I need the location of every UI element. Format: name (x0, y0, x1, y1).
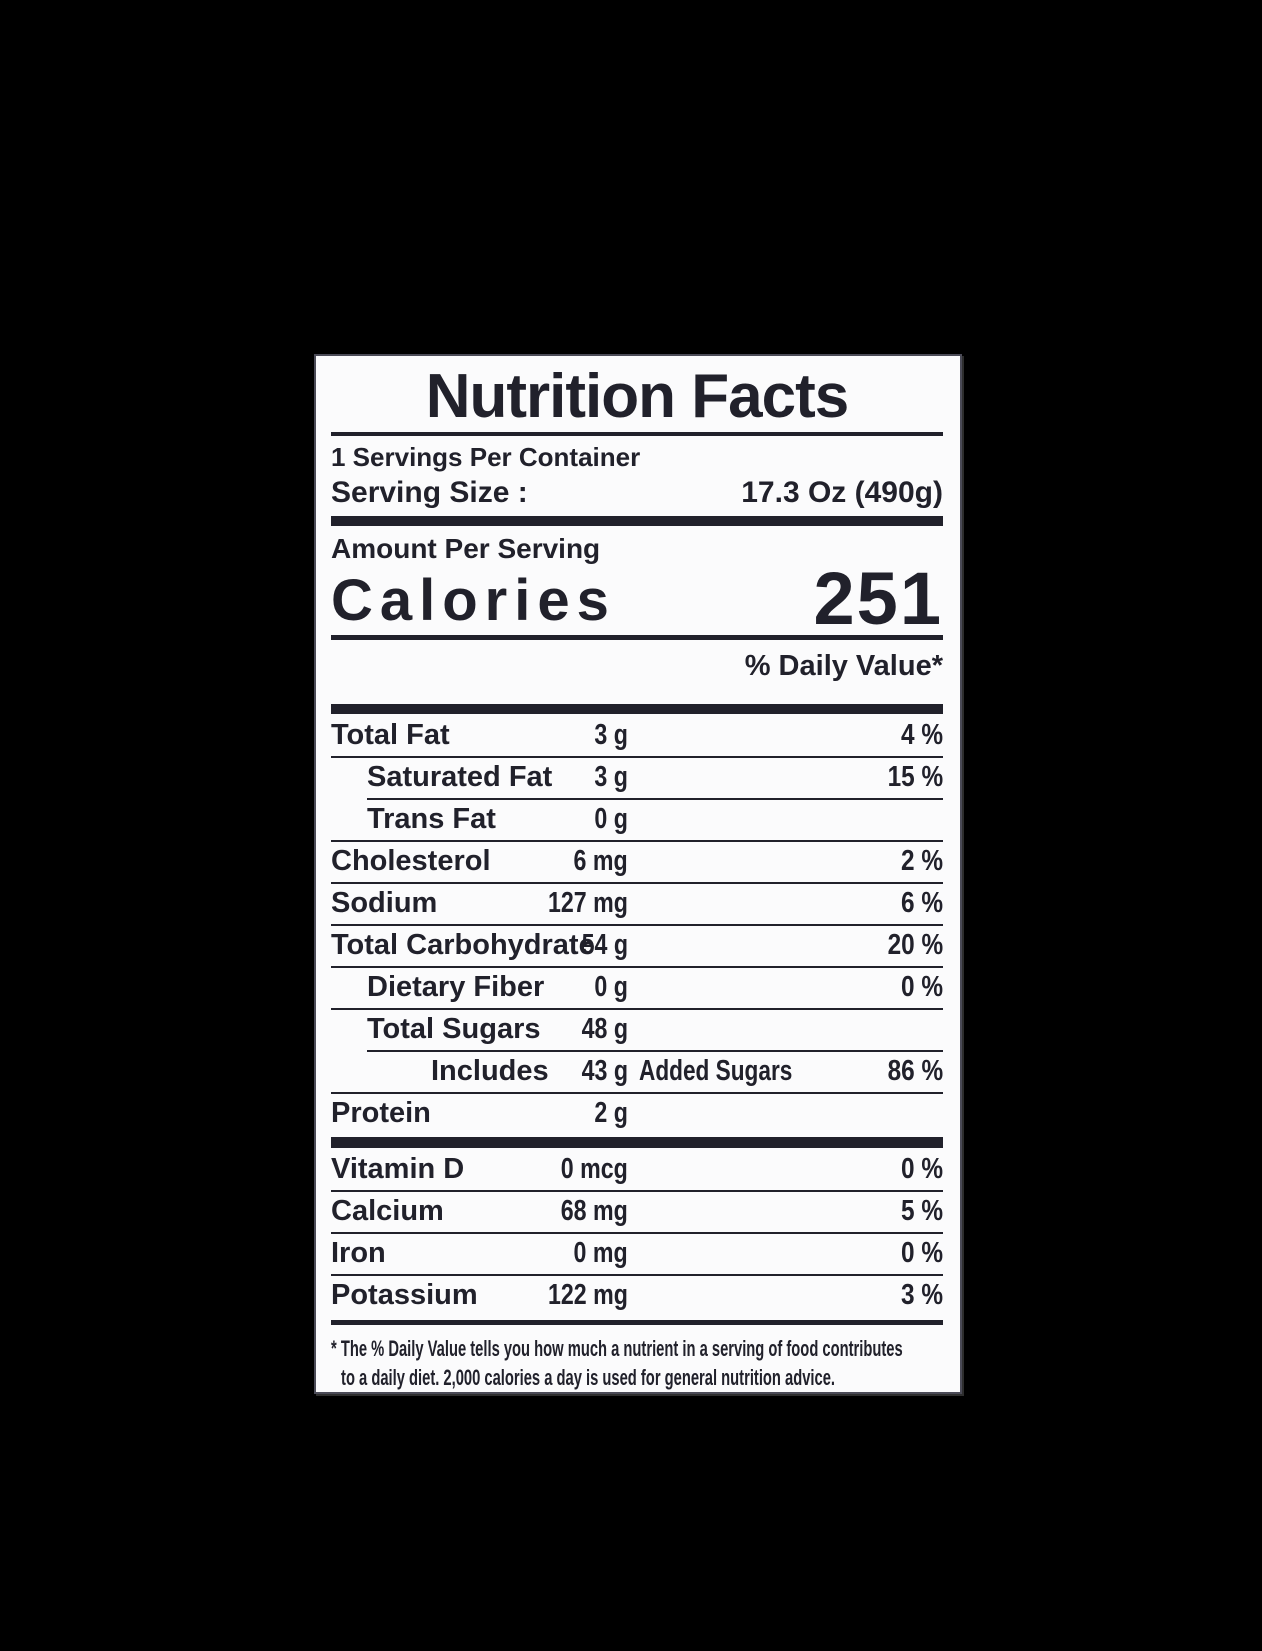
vitamin-row-calcium: Calcium 68 mg 5 % (331, 1190, 943, 1232)
divider-thick-vitamins (331, 1137, 943, 1148)
nutrient-daily-value: 3 % (901, 1279, 943, 1311)
nutrient-amount: 0 g (594, 803, 628, 835)
nutrient-daily-value: 4 % (901, 719, 943, 751)
nutrient-row-total-sugars: Total Sugars 48 g (331, 1008, 943, 1050)
nutrient-amount: 6 mg (573, 845, 628, 877)
serving-size-label: Serving Size : (331, 476, 528, 509)
nutrient-amount: 3 g (594, 719, 628, 751)
nutrient-name: Saturated Fat (367, 761, 553, 793)
vitamin-row-vitamin-d: Vitamin D 0 mcg 0 % (331, 1148, 943, 1190)
nutrient-row-total-fat: Total Fat 3 g 4 % (331, 714, 943, 756)
nutrient-amount: 0 g (594, 971, 628, 1003)
calories-row: Calories 251 (331, 557, 943, 640)
nutrient-name: Dietary Fiber (367, 971, 545, 1003)
nutrient-name: Sodium (331, 887, 438, 919)
nutrient-row-trans-fat: Trans Fat 0 g (331, 798, 943, 840)
nutrient-name: Total Sugars (367, 1013, 541, 1045)
nutrient-row-total-carbohydrate: Total Carbohydrate 54 g 20 % (331, 924, 943, 966)
nutrient-name: Total Fat (331, 719, 450, 751)
serving-size-value: 17.3 Oz (490g) (741, 476, 943, 509)
nutrient-daily-value: 5 % (901, 1195, 943, 1227)
amount-per-serving-label: Amount Per Serving (331, 533, 601, 564)
nutrient-daily-value: 6 % (901, 887, 943, 919)
nutrient-amount: 2 g (594, 1097, 628, 1129)
vitamin-row-iron: Iron 0 mg 0 % (331, 1232, 943, 1274)
nutrient-amount: 43 g (581, 1055, 628, 1087)
nutrient-daily-value: 20 % (887, 929, 943, 961)
footnote-line-1: * The % Daily Value tells you how much a… (331, 1336, 903, 1361)
nutrient-row-cholesterol: Cholesterol 6 mg 2 % (331, 840, 943, 882)
serving-size-row: Serving Size : 17.3 Oz (490g) (331, 475, 943, 511)
footnote: * The % Daily Value tells you how much a… (331, 1334, 943, 1392)
nutrient-name: Includes (431, 1055, 549, 1087)
nutrient-daily-value: 0 % (901, 1153, 943, 1185)
nutrient-row-saturated-fat: Saturated Fat 3 g 15 % (331, 756, 943, 798)
nutrient-extra-label: Added Sugars (639, 1055, 793, 1087)
nutrient-rows: Total Fat 3 g 4 % Saturated Fat 3 g 15 % Trans… (331, 714, 943, 1134)
nutrition-facts-label: Nutrition Facts 1 Servings Per Container… (314, 354, 962, 1394)
nutrient-name: Total Carbohydrate (331, 929, 595, 961)
divider-medium-calories (331, 635, 943, 640)
nutrient-amount: 3 g (594, 761, 628, 793)
calories-value: 251 (813, 557, 943, 640)
daily-value-header: % Daily Value* (744, 650, 943, 682)
nutrient-amount: 68 mg (560, 1195, 628, 1227)
nutrient-row-protein: Protein 2 g (331, 1092, 943, 1134)
label-title: Nutrition Facts (331, 360, 943, 436)
nutrient-daily-value: 2 % (901, 845, 943, 877)
divider-medium-footnote (331, 1320, 943, 1325)
nutrient-row-sodium: Sodium 127 mg 6 % (331, 882, 943, 924)
nutrient-daily-value: 86 % (887, 1055, 943, 1087)
footnote-line-2: to a daily diet. 2,000 calories a day is… (341, 1365, 836, 1390)
nutrient-amount: 127 mg (548, 887, 628, 919)
nutrient-name: Cholesterol (331, 845, 491, 877)
nutrient-name: Vitamin D (331, 1153, 465, 1185)
calories-label: Calories (331, 568, 616, 633)
nutrient-daily-value: 15 % (887, 761, 943, 793)
vitamin-rows: Vitamin D 0 mcg 0 % Calcium 68 mg 5 % Iron 0 mg… (331, 1148, 943, 1316)
nutrient-name: Calcium (331, 1195, 444, 1227)
nutrient-daily-value: 0 % (901, 971, 943, 1003)
divider-thick-top (331, 516, 943, 526)
divider-thick-dv (331, 704, 943, 714)
servings-per-container: 1 Servings Per Container (331, 442, 641, 472)
nutrient-name: Trans Fat (367, 803, 496, 835)
nutrient-name: Protein (331, 1097, 431, 1129)
nutrient-amount: 48 g (581, 1013, 628, 1045)
nutrient-row-dietary-fiber: Dietary Fiber 0 g 0 % (331, 966, 943, 1008)
nutrient-daily-value: 0 % (901, 1237, 943, 1269)
nutrient-row-includes: Includes 43 g Added Sugars 86 % (331, 1050, 943, 1092)
nutrient-amount: 0 mcg (560, 1153, 628, 1185)
nutrient-amount: 0 mg (573, 1237, 628, 1269)
nutrient-amount: 122 mg (548, 1279, 628, 1311)
vitamin-row-potassium: Potassium 122 mg 3 % (331, 1274, 943, 1316)
nutrient-name: Potassium (331, 1279, 478, 1311)
nutrient-name: Iron (331, 1237, 386, 1269)
nutrient-amount: 54 g (581, 929, 628, 961)
